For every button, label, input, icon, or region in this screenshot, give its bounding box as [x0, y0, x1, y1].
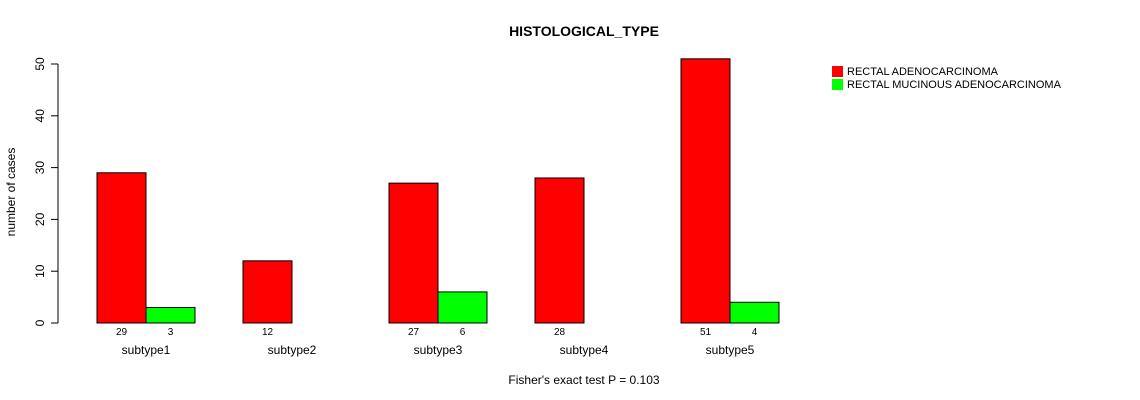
- bar: [534, 177, 585, 324]
- y-axis-ticks: 0 10 20 30 40 50: [33, 57, 58, 326]
- category-label: subtype5: [706, 343, 755, 357]
- chart-title: HISTOLOGICAL_TYPE: [509, 23, 659, 39]
- y-tick-label: 10: [33, 264, 47, 278]
- bar-count-label: 4: [752, 327, 758, 338]
- bar: [680, 58, 731, 324]
- category-label: subtype4: [560, 343, 609, 357]
- category-label: subtype3: [414, 343, 463, 357]
- y-axis-label: number of cases: [4, 148, 18, 237]
- legend-swatch: [832, 79, 843, 90]
- bar: [242, 260, 293, 324]
- bar-count-label: 51: [700, 327, 712, 338]
- legend-swatch: [832, 66, 843, 77]
- fisher-test-footnote: Fisher's exact test P = 0.103: [508, 373, 659, 387]
- y-tick-label: 0: [33, 319, 47, 326]
- bar: [96, 172, 147, 324]
- bar-count-label: 3: [168, 327, 174, 338]
- legend-label: RECTAL ADENOCARCINOMA: [847, 66, 999, 78]
- category-label: subtype1: [122, 343, 171, 357]
- bar-count-label: 27: [408, 327, 420, 338]
- y-tick-label: 50: [33, 57, 47, 71]
- bar: [437, 291, 488, 324]
- bar-count-label: 12: [262, 327, 274, 338]
- legend-label: RECTAL MUCINOUS ADENOCARCINOMA: [847, 79, 1062, 91]
- category-label: subtype2: [268, 343, 317, 357]
- bar: [388, 182, 439, 324]
- bar: [145, 306, 196, 324]
- bar-count-label: 29: [116, 327, 128, 338]
- y-tick-label: 20: [33, 212, 47, 226]
- bar-count-label: 28: [554, 327, 566, 338]
- y-tick-label: 40: [33, 109, 47, 123]
- bar-count-label: 6: [460, 327, 466, 338]
- bars: 29 3 subtype1 12 subtype2 27 6 subtype3 28 subtyp…: [96, 58, 780, 357]
- bar: [729, 301, 780, 324]
- y-tick-label: 30: [33, 161, 47, 175]
